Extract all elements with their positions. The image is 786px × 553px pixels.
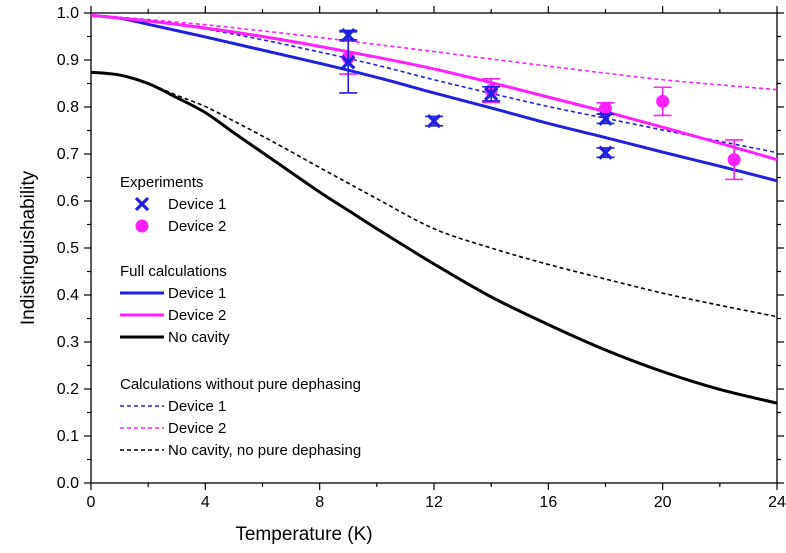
markers-layer — [339, 27, 744, 181]
y-tick-label: 0.3 — [57, 334, 79, 351]
x-marker-stroke — [598, 145, 613, 160]
plot-area — [84, 6, 784, 490]
legend-swatch — [134, 196, 150, 212]
x-marker-stroke — [341, 55, 356, 70]
legend-swatch — [135, 219, 149, 233]
y-tick-label: 0.5 — [57, 240, 79, 257]
series-layer — [90, 13, 778, 405]
y-tick-label: 0.7 — [57, 146, 79, 163]
y-tick-label: 0.4 — [57, 287, 79, 304]
y-tick-labels: 0.0 0.1 0.2 0.3 0.4 0.5 0.6 0.7 0.8 0.9 1.0 — [57, 5, 79, 492]
x-tick-label: 20 — [654, 494, 672, 511]
legend-label: Device 2 — [168, 420, 226, 437]
exp-device1-point — [341, 55, 356, 70]
legend-label: Device 1 — [168, 196, 226, 213]
x-tick-label: 16 — [539, 494, 557, 511]
legend-group-title: Calculations without pure dephasing — [120, 376, 361, 393]
exp-device2-point — [599, 101, 612, 115]
exp-device1-point — [426, 113, 442, 129]
series-line-nopd-nocavity — [90, 71, 778, 318]
legend-label: No cavity — [168, 329, 230, 346]
x-axis-title: Temperature (K) — [235, 524, 372, 545]
legend-label: Device 1 — [168, 285, 226, 302]
series-line-full-device2 — [90, 13, 778, 162]
y-tick-label: 0.1 — [57, 428, 79, 445]
legend-label: Device 2 — [168, 307, 226, 324]
legend-group: Calculations without pure dephasing Devic… — [120, 376, 361, 459]
y-tick-label: 0.2 — [57, 381, 79, 398]
exp-device1-point — [484, 86, 499, 101]
exp-device2-point — [727, 153, 741, 167]
y-tick-label: 0.0 — [57, 475, 79, 492]
legend-label: Device 2 — [168, 218, 226, 235]
x-tick-label: 24 — [768, 494, 786, 511]
legend-label: Device 1 — [168, 398, 226, 415]
x-tick-label: 8 — [315, 494, 324, 511]
legend-label: No cavity, no pure dephasing — [168, 442, 361, 459]
x-marker-stroke — [598, 111, 613, 126]
y-tick-label: 0.8 — [57, 99, 79, 116]
exp-device2-point — [656, 94, 670, 108]
series-line-full-device1 — [90, 13, 778, 183]
x-marker-stroke — [134, 196, 150, 212]
y-tick-label: 0.9 — [57, 52, 79, 69]
legend-group-title: Full calculations — [120, 263, 227, 280]
series-line-full-nocavity — [90, 70, 778, 405]
y-tick-label: 0.6 — [57, 193, 79, 210]
series-line-nopd-device2 — [90, 14, 778, 91]
legend-group: Full calculations Device 1 Device 2 No cavi… — [120, 263, 230, 346]
exp-device1-point — [598, 145, 613, 160]
y-axis-title: Indistinguishability — [18, 170, 39, 325]
exp-device1-point — [598, 111, 613, 126]
x-tick-labels: 0 4 8 12 16 20 24 — [87, 494, 786, 511]
x-tick-label: 12 — [425, 494, 443, 511]
x-tick-label: 4 — [201, 494, 210, 511]
legend-group: Experiments Device 1 Device 2 — [120, 174, 226, 235]
legend-group-title: Experiments — [120, 174, 203, 191]
axis-ticks — [84, 6, 784, 490]
x-marker-stroke — [426, 113, 442, 129]
x-marker-stroke — [484, 86, 499, 101]
y-tick-label: 1.0 — [57, 5, 79, 22]
x-tick-label: 0 — [87, 494, 96, 511]
